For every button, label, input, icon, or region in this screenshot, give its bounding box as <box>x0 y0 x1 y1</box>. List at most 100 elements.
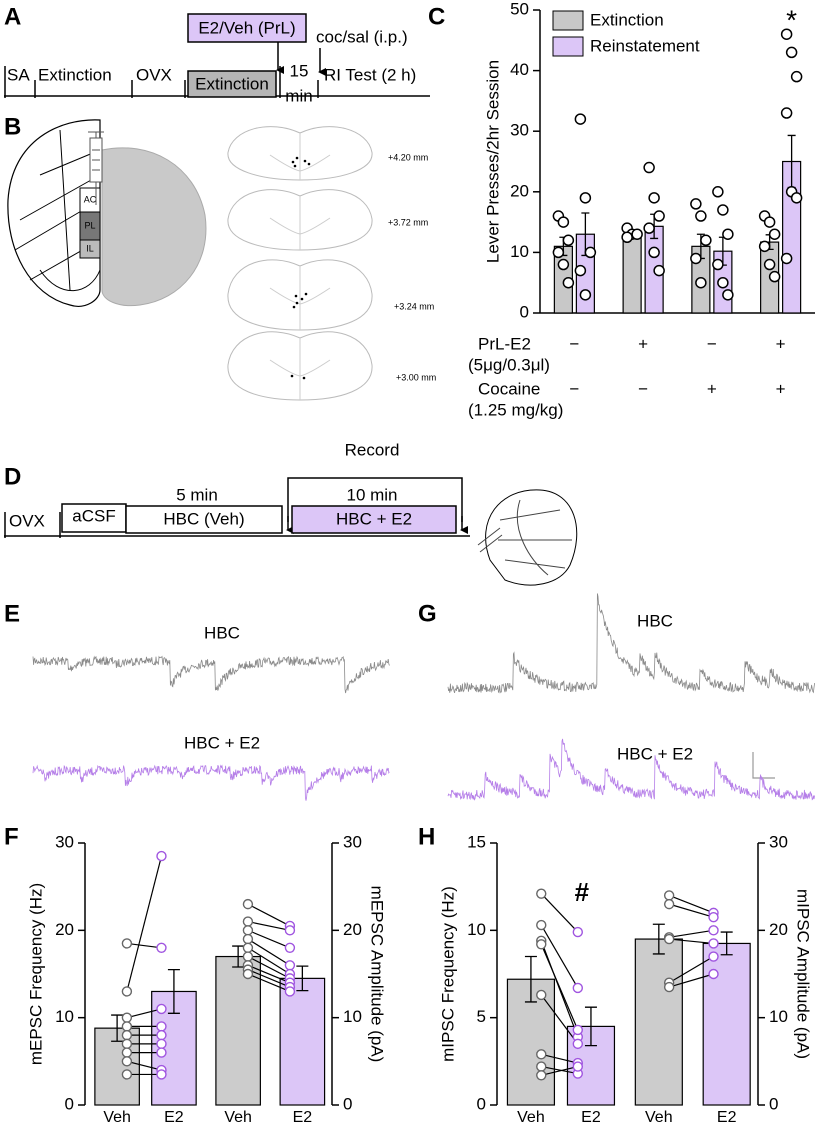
data-point <box>572 982 584 994</box>
data-point <box>700 234 712 247</box>
y-tick-label: 10 <box>467 920 486 939</box>
data-point <box>121 1038 133 1050</box>
pair-line <box>126 942 162 949</box>
phase-box <box>291 505 457 534</box>
data-point <box>242 951 254 962</box>
data-point <box>121 1069 133 1080</box>
atlas-outline <box>7 119 101 307</box>
x-tick-label: E2 <box>164 1109 184 1126</box>
panel-letter: G <box>418 600 437 627</box>
bar <box>622 233 642 314</box>
pair-line <box>126 1060 162 1071</box>
bar <box>702 942 751 1106</box>
y-tick-label: 5 <box>477 1007 486 1026</box>
section-midline <box>269 196 331 250</box>
timeline-ticks <box>4 66 319 98</box>
y-axis-label: mIPSC Amplitude (pA) <box>794 889 813 1059</box>
data-point <box>562 276 575 289</box>
data-point <box>121 1056 133 1067</box>
data-point <box>722 228 734 240</box>
section-level: +3.00 mm <box>396 372 436 382</box>
condition-sublabel: (5μg/0.3μl) <box>468 355 550 374</box>
data-point <box>242 898 254 910</box>
pair-line <box>668 903 714 918</box>
section-level: +3.72 mm <box>388 217 428 227</box>
data-point <box>557 258 570 271</box>
data-point <box>648 192 660 204</box>
data-point <box>572 1024 584 1036</box>
error-bar <box>111 1014 124 1042</box>
y-tick-label: 15 <box>467 832 486 851</box>
trace-label: HBC <box>204 623 240 642</box>
data-point <box>156 942 167 953</box>
test-label: RI Test (2 h) <box>324 65 416 84</box>
condition-sublabel: (1.25 mg/kg) <box>468 400 563 419</box>
timeline-d: Record 5 min 10 min OVX aCSF HBC (Veh) H… <box>4 440 578 586</box>
y-tick-label: 10 <box>55 1007 74 1026</box>
data-point <box>722 289 734 301</box>
pair-line <box>126 1008 162 1019</box>
condition-level: − <box>569 379 579 398</box>
x-tick-label: Veh <box>645 1109 673 1126</box>
phase-label: Extinction <box>195 74 269 93</box>
condition-level: + <box>707 379 717 398</box>
treatment-box <box>187 13 307 43</box>
pair-line <box>247 973 291 993</box>
data-point <box>284 942 296 953</box>
annotation: * <box>786 5 797 36</box>
data-point <box>121 1047 133 1058</box>
y-tick-label: 0 <box>769 1094 778 1113</box>
y-tick-label: 50 <box>510 0 529 18</box>
data-point <box>156 1029 167 1041</box>
phase-box <box>187 70 277 98</box>
phase-label: HBC (Veh) <box>163 509 244 528</box>
condition-level: + <box>776 334 786 353</box>
data-point <box>242 916 254 927</box>
pair-line <box>247 921 291 931</box>
legend-label: Reinstatement <box>590 36 700 55</box>
cannula-dot <box>295 156 299 160</box>
pair-line <box>247 947 291 975</box>
data-point <box>574 113 587 125</box>
data-point <box>780 107 793 119</box>
data-point <box>717 276 729 289</box>
timeline-ticks <box>4 512 61 538</box>
cannula-dot <box>300 297 304 301</box>
data-point <box>242 925 254 936</box>
data-point <box>156 850 167 862</box>
y-axis-label: mEPSC Amplitude (pA) <box>368 886 387 1063</box>
cannula-dot <box>291 160 295 164</box>
pair-line <box>247 929 291 949</box>
data-point <box>780 252 793 265</box>
y-tick-label: 30 <box>769 832 788 851</box>
pair-line <box>669 929 714 938</box>
panel-letter: B <box>4 113 21 140</box>
data-point <box>708 938 719 949</box>
data-point <box>156 1003 167 1015</box>
y-tick-label: 10 <box>510 242 529 261</box>
data-point <box>536 919 547 931</box>
y-tick-label: 0 <box>65 1094 74 1113</box>
cannula-dot <box>303 159 307 163</box>
section-midline <box>269 338 331 400</box>
slice-lines <box>477 499 572 576</box>
pair-line <box>247 969 291 988</box>
cannula-dot <box>302 376 306 380</box>
condition-level: + <box>638 334 648 353</box>
data-point <box>758 240 771 253</box>
timeline-a: E2/Veh (PrL) coc/sal (i.p.) SA Extinctio… <box>4 13 430 105</box>
data-point <box>780 28 793 40</box>
data-point <box>121 1029 133 1041</box>
injection-label: coc/sal (i.p.) <box>316 27 408 46</box>
error-bar <box>167 968 180 1014</box>
cannula-dot <box>304 292 308 296</box>
data-point <box>562 234 575 247</box>
data-point <box>695 276 707 289</box>
error-bar <box>296 965 309 992</box>
panel-letter: E <box>4 600 20 627</box>
region-label: PL <box>84 220 95 230</box>
data-point <box>643 222 655 234</box>
condition-level: − <box>707 334 717 353</box>
trace-label: HBC <box>637 611 673 630</box>
phase-label: HBC + E2 <box>336 509 412 528</box>
